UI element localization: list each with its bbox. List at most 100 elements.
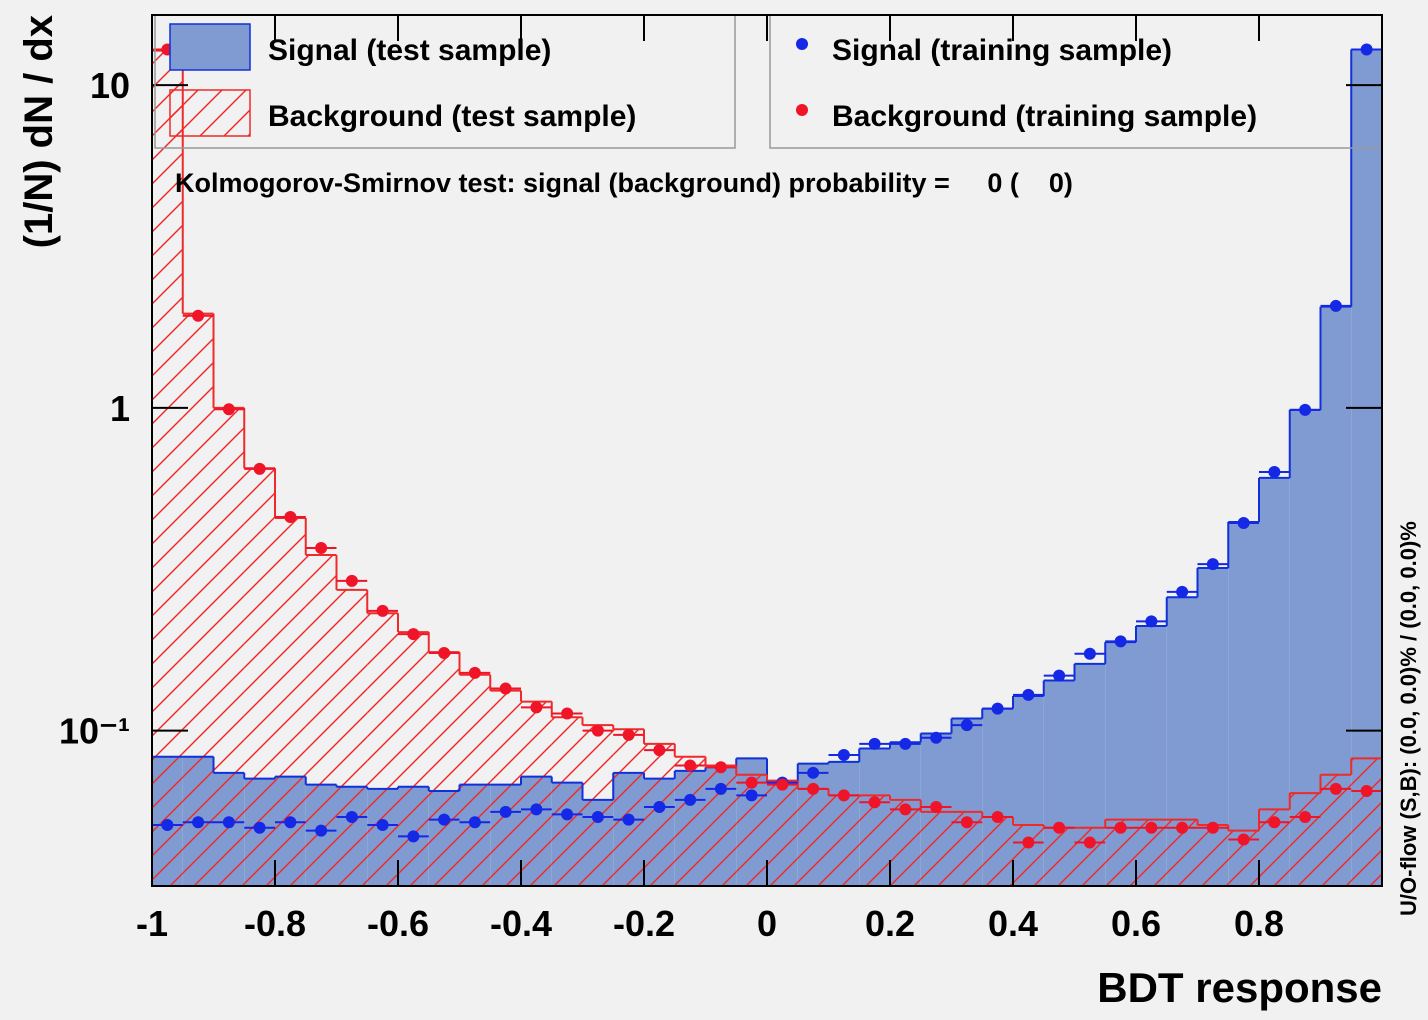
point xyxy=(1114,635,1127,648)
point xyxy=(1145,821,1158,834)
point xyxy=(991,810,1004,823)
x-tick-label: -0.4 xyxy=(490,903,552,944)
point xyxy=(161,818,174,831)
overflow-note: U/O-flow (S,B): (0.0, 0.0)% / (0.0, 0.0)… xyxy=(1396,521,1421,916)
hatched-bin xyxy=(551,717,583,886)
point xyxy=(1176,585,1189,598)
point xyxy=(1053,669,1066,682)
point xyxy=(714,761,727,774)
point xyxy=(438,646,451,659)
point xyxy=(315,542,328,555)
hatched-bin xyxy=(828,795,860,886)
point xyxy=(684,759,697,772)
point xyxy=(1022,688,1035,701)
point xyxy=(622,813,635,826)
hatched-bin xyxy=(982,816,1013,886)
hatched-bin xyxy=(1013,824,1044,886)
hatched-bin xyxy=(674,756,706,886)
hatched-bin xyxy=(367,613,398,886)
plot-area xyxy=(152,43,1382,886)
point xyxy=(561,707,574,720)
filled-bin xyxy=(1228,522,1259,886)
point xyxy=(1206,558,1219,571)
y-axis-label: (1/N) dN / dx xyxy=(17,15,61,248)
point xyxy=(714,782,727,795)
point xyxy=(284,511,297,524)
hatched-bin xyxy=(613,729,644,886)
point xyxy=(407,628,420,641)
point xyxy=(561,808,574,821)
point xyxy=(376,818,389,831)
point xyxy=(253,821,266,834)
hatched-bin xyxy=(490,690,521,886)
hatched-bin xyxy=(1351,758,1382,886)
point xyxy=(468,816,481,829)
point xyxy=(960,816,973,829)
point xyxy=(499,682,512,695)
point xyxy=(407,830,420,843)
hatched-bin xyxy=(1289,793,1321,886)
x-tick-label: -0.6 xyxy=(367,903,429,944)
x-axis-label: BDT response xyxy=(1097,964,1382,1011)
point xyxy=(1329,299,1342,312)
point xyxy=(1299,810,1312,823)
point xyxy=(192,816,205,829)
hatched-bin xyxy=(1043,827,1075,886)
point xyxy=(284,816,297,829)
hatched-bin xyxy=(244,468,275,886)
hatched-bin xyxy=(336,589,368,886)
point xyxy=(868,737,881,750)
point xyxy=(653,744,666,757)
legend: Signal (test sample) Background (test sam… xyxy=(169,23,1257,137)
point xyxy=(653,800,666,813)
legend-marker xyxy=(796,104,808,116)
point xyxy=(930,731,943,744)
legend-swatch xyxy=(169,23,251,71)
legend-label: Signal (training sample) xyxy=(832,34,1172,67)
point xyxy=(376,604,389,617)
hatched-bin xyxy=(1197,824,1229,886)
hatched-bin xyxy=(152,50,183,886)
point xyxy=(868,796,881,809)
hatched-bin xyxy=(797,788,829,886)
hatched-bin xyxy=(859,795,890,886)
hatched-bin xyxy=(1074,827,1106,886)
point xyxy=(807,766,820,779)
axes: -1 -0.8 -0.6 -0.4 -0.2 0 0.2 0.4 0.6 0.8 10⁻¹ 1 10 xyxy=(59,15,1382,944)
point xyxy=(1329,782,1342,795)
point xyxy=(222,403,235,416)
point xyxy=(1083,836,1096,849)
hatched-bin xyxy=(920,811,952,886)
point xyxy=(192,309,205,322)
x-tick-label: 0.6 xyxy=(1111,903,1161,944)
point xyxy=(468,666,481,679)
filled-bin xyxy=(1351,49,1382,886)
hatched-bin xyxy=(459,674,491,886)
point xyxy=(1145,615,1158,628)
point xyxy=(960,719,973,732)
x-tick-label: 0 xyxy=(757,903,777,944)
x-tick-label: 0.2 xyxy=(865,903,915,944)
point xyxy=(684,793,697,806)
point xyxy=(837,789,850,802)
legend-marker xyxy=(796,38,808,50)
hatched-bin xyxy=(521,701,552,886)
point xyxy=(1360,43,1373,56)
point xyxy=(530,701,543,714)
point xyxy=(837,749,850,762)
hatched-bin xyxy=(428,652,460,886)
hatched-bin xyxy=(644,743,675,886)
point xyxy=(1114,821,1127,834)
point xyxy=(530,803,543,816)
point xyxy=(345,810,358,823)
legend-label: Background (training sample) xyxy=(832,100,1257,133)
point xyxy=(253,462,266,475)
point xyxy=(930,800,943,813)
hatched-bin xyxy=(182,313,214,886)
hatched-bin xyxy=(275,517,306,886)
point xyxy=(1299,403,1312,416)
ks-annotation: Kolmogorov-Smirnov test: signal (backgro… xyxy=(175,168,1073,198)
point xyxy=(1176,821,1189,834)
